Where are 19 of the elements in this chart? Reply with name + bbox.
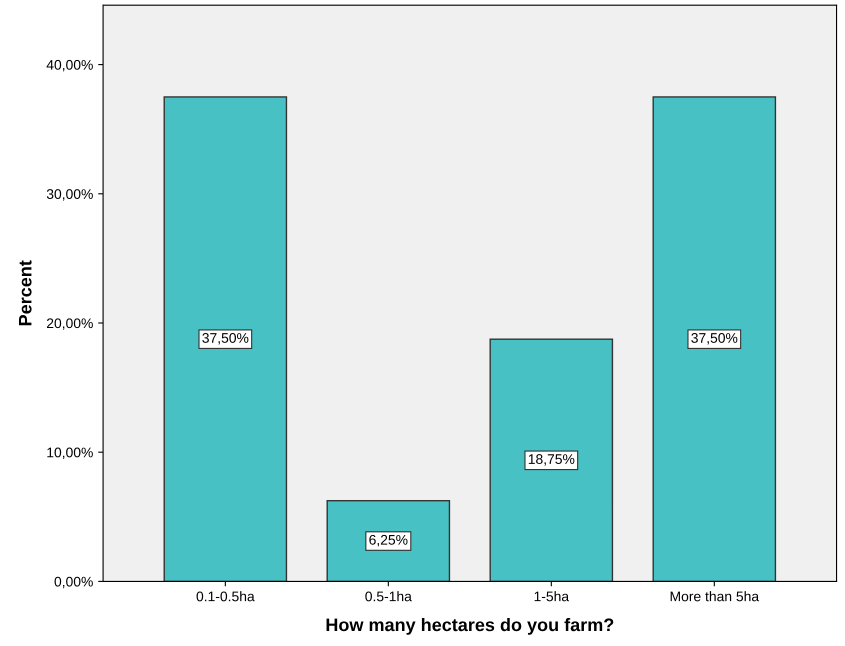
bar <box>326 500 450 582</box>
data-label: 18,75% <box>528 454 574 466</box>
data-label: 6,25% <box>369 534 408 546</box>
x-axis-title: How many hectares do you farm? <box>326 618 614 635</box>
y-axis-title: Percent <box>18 260 32 326</box>
x-tick-label: 0.5-1ha <box>365 591 412 602</box>
y-tick-label: 30,00% <box>46 189 93 201</box>
data-label: 37,50% <box>691 333 738 345</box>
bar <box>652 96 776 582</box>
y-tick-label: 20,00% <box>46 318 93 330</box>
x-tick-label: 0.1-0.5ha <box>196 591 255 602</box>
y-tick-label: 40,00% <box>46 60 93 72</box>
y-tick-label: 10,00% <box>47 448 93 460</box>
bar <box>164 96 288 582</box>
x-tick-label: 1-5ha <box>534 591 570 602</box>
y-tick-label: 0,00% <box>54 576 93 588</box>
x-tick-label: More than 5ha <box>670 591 760 602</box>
data-label: 37,50% <box>202 333 248 345</box>
bar <box>490 338 614 582</box>
